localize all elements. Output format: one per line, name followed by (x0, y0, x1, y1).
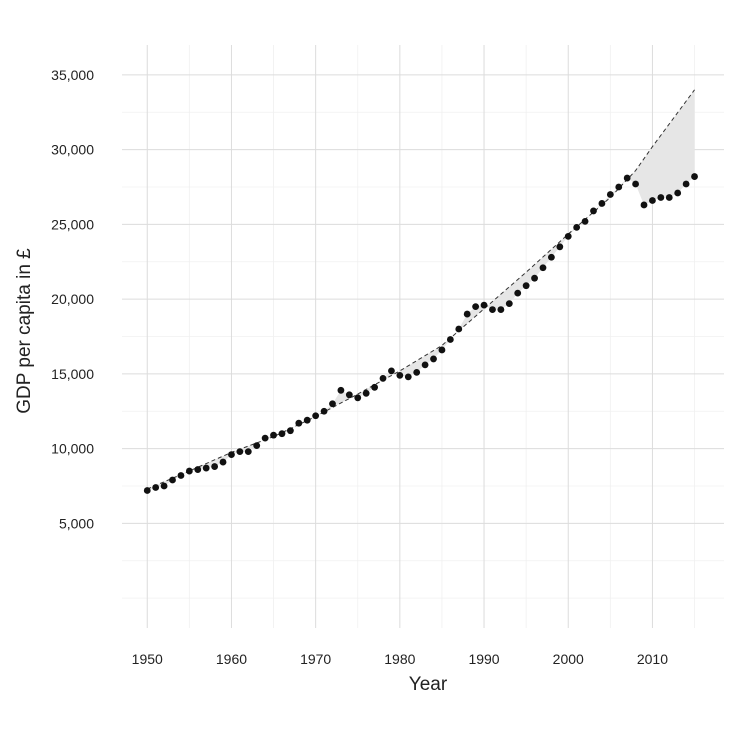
data-point (522, 282, 530, 290)
data-point (640, 201, 648, 209)
data-point (337, 386, 345, 394)
y-tick-label: 10,000 (51, 441, 94, 457)
data-point (632, 180, 639, 188)
y-tick-label: 30,000 (51, 142, 94, 158)
data-point (211, 463, 219, 470)
data-point (421, 361, 429, 369)
data-point (404, 373, 412, 381)
data-point (312, 412, 320, 420)
data-point (472, 303, 480, 310)
data-point (615, 183, 623, 191)
data-point (303, 416, 311, 424)
data-point (564, 232, 572, 240)
data-point (194, 466, 202, 473)
data-point (691, 173, 698, 180)
data-point (548, 253, 555, 261)
data-point (286, 427, 294, 435)
data-point (152, 484, 160, 491)
data-point (219, 458, 227, 466)
data-point (244, 448, 252, 456)
data-point (329, 400, 336, 408)
data-point (455, 325, 463, 333)
data-point (505, 300, 513, 308)
data-point (362, 389, 370, 397)
y-tick-label: 25,000 (51, 216, 94, 232)
data-point (623, 174, 631, 182)
data-point (185, 467, 193, 475)
x-axis-title: Year (409, 674, 448, 695)
y-axis-title: GDP per capita in £ (14, 248, 35, 414)
x-tick-label: 1980 (384, 651, 415, 667)
data-point (253, 442, 261, 450)
x-tick-label: 1970 (300, 651, 331, 667)
data-point (413, 368, 421, 376)
major-gridlines (122, 45, 724, 628)
data-point (590, 207, 597, 215)
x-tick-label: 1960 (216, 651, 247, 667)
data-point (446, 336, 454, 343)
y-tick-label: 20,000 (51, 291, 94, 307)
data-point (438, 346, 446, 354)
data-point (295, 419, 303, 427)
data-point (202, 464, 210, 472)
x-tick-label: 2000 (553, 651, 584, 667)
data-point (371, 383, 378, 391)
data-point (514, 289, 522, 297)
data-point (396, 371, 404, 379)
data-points (143, 173, 698, 494)
data-point (556, 243, 564, 251)
y-tick-label: 35,000 (51, 67, 94, 83)
x-tick-label: 1950 (132, 651, 163, 667)
x-tick-label: 2010 (637, 651, 668, 667)
data-point (606, 191, 614, 198)
data-point (169, 476, 176, 484)
data-point (143, 487, 151, 494)
data-point (657, 194, 665, 201)
data-point (573, 223, 581, 231)
data-point (261, 434, 269, 442)
x-tick-label: 1990 (468, 651, 499, 667)
data-point (270, 431, 277, 439)
minor-gridlines (122, 45, 724, 628)
y-tick-label: 15,000 (51, 366, 94, 382)
data-point (531, 274, 538, 282)
y-tick-label: 5,000 (59, 515, 94, 531)
data-point (649, 197, 656, 204)
data-point (379, 374, 387, 382)
data-point (489, 306, 496, 313)
data-point (674, 189, 682, 197)
data-point (160, 482, 168, 490)
data-point (278, 430, 286, 438)
data-point (581, 217, 589, 225)
data-point (236, 448, 244, 456)
data-point (354, 394, 362, 402)
data-point (598, 200, 606, 207)
data-point (430, 355, 437, 363)
data-point (320, 407, 328, 415)
data-point (480, 301, 488, 309)
data-point (463, 310, 471, 318)
data-point (665, 194, 673, 201)
data-point (345, 391, 353, 399)
data-point (497, 306, 505, 313)
x-axis-tick-labels: 1950 1960 1970 1980 1990 2000 2010 (132, 651, 669, 667)
data-point (177, 472, 185, 479)
data-point (682, 180, 690, 188)
data-point (388, 367, 395, 375)
data-point (539, 264, 547, 272)
y-axis-tick-labels: 5,000 10,000 15,000 20,000 25,000 30,000 35,00… (51, 67, 94, 531)
data-point (228, 451, 235, 458)
